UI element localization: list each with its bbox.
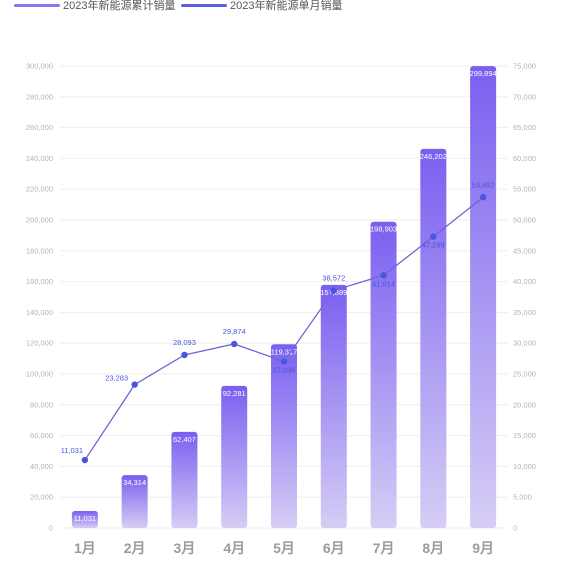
bar — [420, 148, 447, 528]
line-value-label: 53,692 — [472, 180, 495, 189]
y-right-tick-label: 10,000 — [513, 462, 536, 471]
line-value-label: 11,031 — [61, 446, 83, 455]
y-right-tick-label: 35,000 — [513, 308, 536, 317]
x-category-label: 8月 — [422, 540, 444, 556]
y-left-tick-label: 0 — [49, 524, 53, 533]
line-point — [131, 381, 138, 388]
left-axis: 0 20,000 40,000 60,000 80,000 100,000 120,000 1… — [26, 62, 53, 533]
x-axis: 1月 2月 3月 4月 5月 6月 7月 8月 9月 — [74, 540, 494, 556]
y-left-tick-label: 200,000 — [26, 216, 53, 225]
bar — [121, 475, 148, 528]
line-point — [430, 233, 437, 240]
y-right-tick-label: 40,000 — [513, 277, 536, 286]
y-left-tick-label: 60,000 — [30, 431, 53, 440]
y-left-tick-label: 20,000 — [30, 493, 53, 502]
bar — [71, 511, 98, 528]
y-left-tick-label: 180,000 — [26, 246, 53, 255]
y-left-tick-label: 160,000 — [26, 277, 53, 286]
y-left-tick-label: 300,000 — [26, 62, 53, 71]
x-category-label: 3月 — [174, 540, 196, 556]
bar — [171, 431, 198, 528]
y-right-tick-label: 0 — [513, 524, 517, 533]
bar-value-label: 11,031 — [74, 514, 96, 523]
bar-value-label: 198,903 — [370, 225, 397, 234]
line-value-label: 47,299 — [422, 241, 445, 250]
line-value-label: 41,014 — [372, 279, 395, 288]
y-left-tick-label: 240,000 — [26, 154, 53, 163]
x-category-label: 1月 — [74, 540, 96, 556]
line-point — [231, 340, 238, 348]
y-right-tick-label: 25,000 — [513, 370, 536, 379]
line-value-label: 27,036 — [273, 365, 296, 374]
legend-item-cumulative[interactable]: 2023年新能源累计销量 — [14, 0, 175, 12]
line-value-label: 38,572 — [322, 273, 345, 282]
line-point — [330, 287, 337, 294]
y-right-tick-label: 15,000 — [513, 431, 536, 440]
y-left-tick-label: 260,000 — [26, 123, 53, 132]
bar-value-label: 119,317 — [271, 347, 298, 356]
y-left-tick-label: 280,000 — [26, 92, 53, 101]
y-right-tick-label: 5,000 — [513, 493, 532, 502]
line-value-label: 28,093 — [173, 338, 196, 347]
legend[interactable]: 2023年新能源累计销量 2023年新能源单月销量 — [14, 0, 342, 12]
y-left-tick-label: 120,000 — [26, 339, 53, 348]
bar-value-label: 34,314 — [123, 478, 146, 487]
bar-value-label: 92,281 — [223, 389, 246, 398]
bar-value-label: 62,407 — [173, 435, 196, 444]
bar — [370, 221, 397, 528]
line-series — [81, 194, 487, 464]
x-category-label: 6月 — [323, 540, 345, 556]
line-labels: 11,031 23,283 28,093 29,874 27,036 38,572 41,0… — [61, 180, 495, 455]
legend-label-monthly: 2023年新能源单月销量 — [230, 0, 342, 12]
y-right-tick-label: 70,000 — [513, 92, 536, 101]
bar — [470, 66, 497, 528]
bar — [320, 284, 347, 528]
y-left-tick-label: 140,000 — [26, 308, 53, 317]
right-axis: 0 5,000 10,000 15,000 20,000 25,000 30,000 35,0… — [513, 62, 536, 533]
y-right-tick-label: 30,000 — [513, 339, 536, 348]
bar-value-label: 246,202 — [420, 152, 447, 161]
x-category-label: 5月 — [273, 540, 295, 556]
y-right-tick-label: 50,000 — [513, 216, 536, 225]
legend-label-cumulative: 2023年新能源累计销量 — [63, 0, 175, 12]
bar-value-label: 299,894 — [470, 69, 497, 78]
y-left-tick-label: 100,000 — [26, 370, 53, 379]
line-point — [81, 456, 89, 464]
y-left-tick-label: 220,000 — [26, 185, 53, 194]
y-right-tick-label: 55,000 — [513, 185, 536, 194]
bar — [271, 344, 297, 528]
line-point — [181, 351, 188, 359]
y-right-tick-label: 45,000 — [513, 246, 536, 255]
y-right-tick-label: 20,000 — [513, 400, 536, 409]
legend-swatch-cumulative — [14, 4, 60, 7]
y-left-tick-label: 80,000 — [30, 400, 53, 409]
y-right-tick-label: 60,000 — [513, 154, 536, 163]
x-category-label: 4月 — [223, 540, 245, 556]
y-left-tick-label: 40,000 — [30, 462, 53, 471]
x-category-label: 9月 — [472, 540, 494, 556]
line-value-label: 29,874 — [223, 327, 246, 336]
line-point — [380, 272, 387, 279]
line-value-label: 23,283 — [105, 374, 128, 383]
line-point — [479, 194, 487, 201]
bar-series — [71, 66, 497, 528]
y-right-tick-label: 75,000 — [513, 62, 536, 71]
line-point — [280, 358, 288, 365]
bar — [221, 385, 248, 528]
legend-item-monthly[interactable]: 2023年新能源单月销量 — [181, 0, 342, 12]
x-category-label: 2月 — [124, 540, 146, 556]
x-category-label: 7月 — [373, 540, 395, 556]
y-right-tick-label: 65,000 — [513, 123, 536, 132]
legend-swatch-monthly — [181, 4, 227, 7]
